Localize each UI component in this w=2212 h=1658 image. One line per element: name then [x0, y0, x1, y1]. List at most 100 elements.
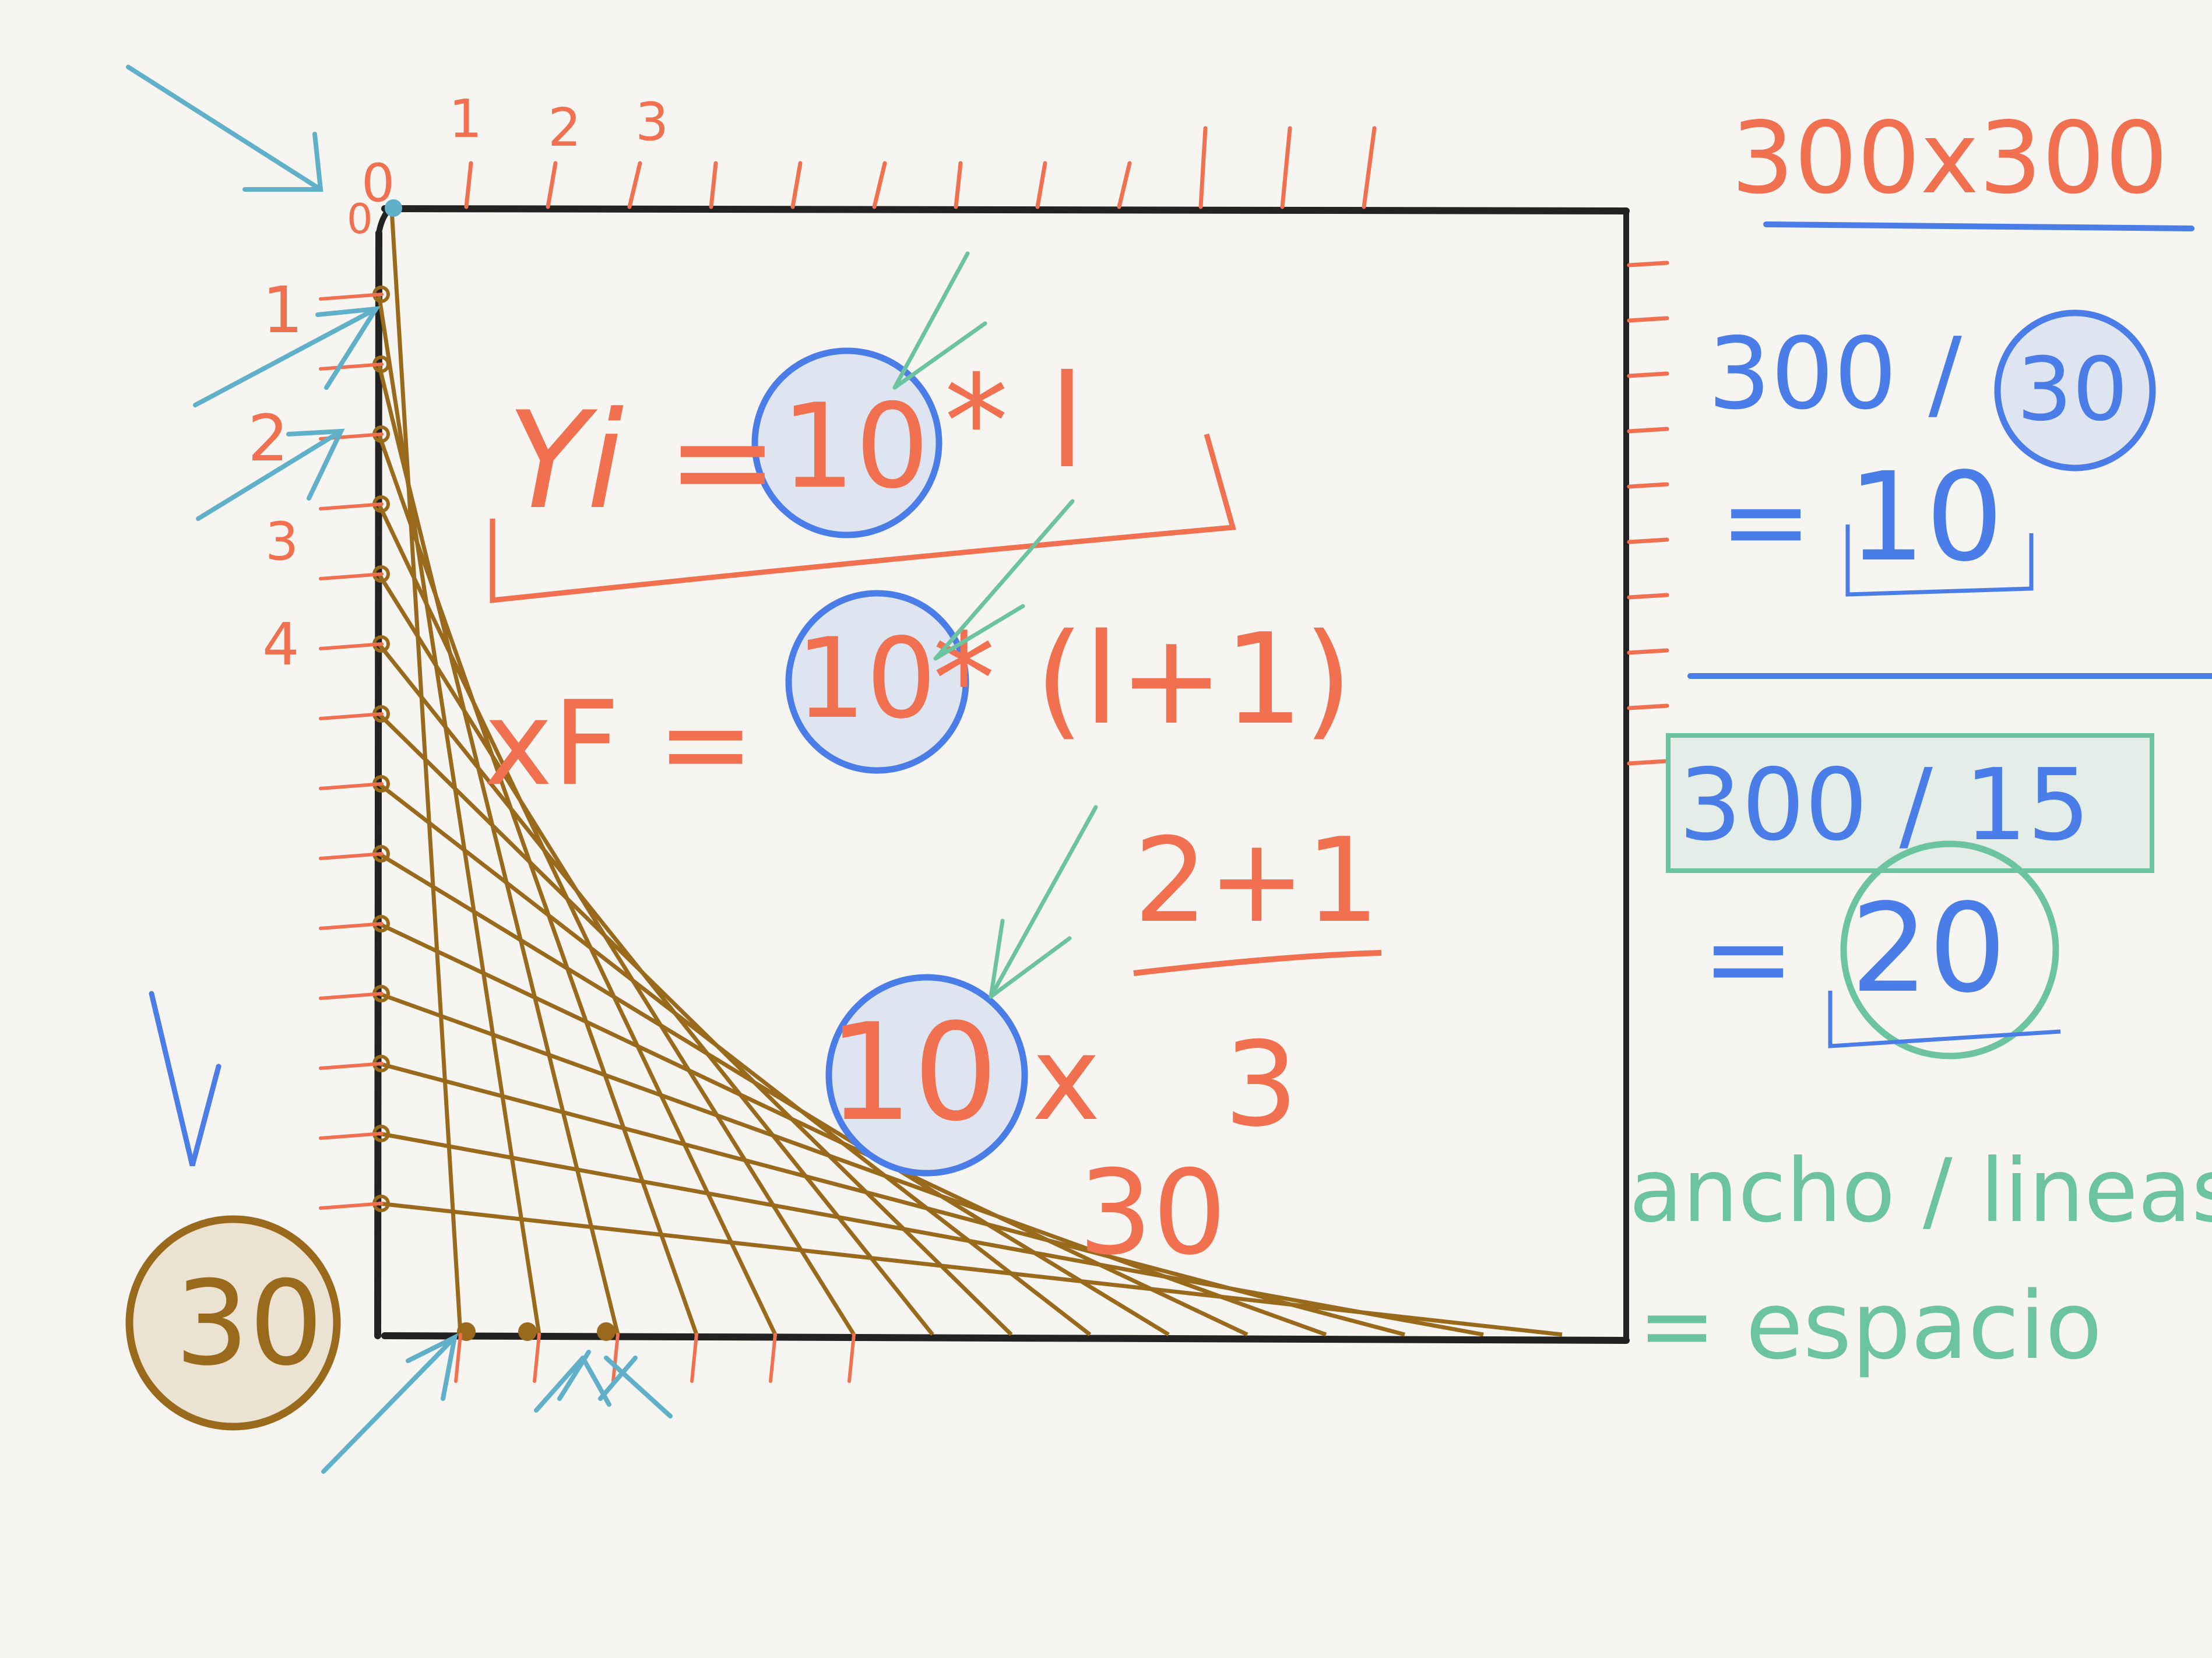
multiplication-factor: 3 [1224, 1017, 1298, 1153]
division-30-result: 10 [1848, 446, 2003, 589]
multiplication-operator: x [1032, 1011, 1100, 1147]
top-tick [627, 161, 642, 209]
formula-xf-lhs: xF = [484, 676, 755, 812]
division-15-equals: = [1702, 894, 1795, 1023]
formula-yi-rhs: * l [944, 347, 1085, 497]
fraction-top: 2+1 [1134, 813, 1380, 949]
left-axis-number-1: 1 [262, 273, 303, 347]
division-30: 300 / 30 = 10 [1687, 309, 2212, 679]
top-axis-number-3: 3 [635, 91, 669, 153]
multiplication: 10 x 3 30 [825, 805, 1298, 1281]
left-tick [319, 922, 384, 930]
division-15: 300 / 15 = 20 [1666, 733, 2154, 1059]
top-tick [1198, 126, 1208, 209]
formula-xf-circled-value: 10 [796, 614, 937, 743]
top-tick [954, 161, 963, 209]
top-tick [709, 161, 718, 209]
division-15-result: 20 [1851, 877, 2006, 1020]
top-tick [790, 161, 803, 209]
canvas-frame [374, 205, 1630, 1344]
line-count-value: 30 [175, 1256, 323, 1392]
down-arrow-icon [149, 991, 221, 1167]
string-line [378, 1131, 1484, 1337]
right-tick [1627, 703, 1669, 710]
right-axis-ticks [1627, 261, 1669, 766]
formula-yi-lhs: Yi = [507, 383, 779, 539]
left-axis-number-3: 3 [265, 511, 298, 572]
right-tick [1627, 648, 1669, 655]
multiplication-circle [825, 974, 1028, 1177]
top-axis-number-2: 2 [548, 97, 581, 159]
string-line [377, 433, 699, 1336]
left-tick [319, 293, 384, 301]
left-tick [319, 362, 384, 371]
canvas-size-underline [1763, 221, 2195, 231]
division-30-circle [1994, 309, 2156, 471]
top-tick [1362, 126, 1377, 209]
fraction-bar [1133, 950, 1382, 976]
top-tick [1280, 126, 1292, 209]
top-tick [1035, 161, 1047, 209]
bottom-tick [847, 1333, 856, 1383]
bottom-tick [690, 1333, 698, 1383]
left-axis-number-2: 2 [248, 401, 289, 476]
division-30-equals: = [1719, 457, 1812, 586]
line-count-badge: 30 [125, 991, 341, 1431]
top-tick [1117, 161, 1132, 209]
multiplication-result: 30 [1078, 1145, 1227, 1281]
top-axis-number-1: 1 [449, 89, 482, 150]
right-tick [1627, 261, 1669, 267]
string-line [377, 364, 620, 1335]
top-tick [464, 161, 473, 209]
right-tick [1627, 537, 1669, 544]
spacing-rule: ancho / lineas = espacio [1629, 1140, 2212, 1380]
bottom-axis-ticks [454, 1333, 856, 1383]
bottom-tick [533, 1333, 541, 1383]
string-line [389, 209, 463, 1335]
division-30-circled-value: 30 [2017, 339, 2128, 441]
left-tick [319, 642, 384, 650]
left-tick [319, 992, 384, 1000]
line-count-circle [125, 1215, 341, 1431]
string-anchor-bottom [597, 1322, 616, 1341]
bottom-tick [611, 1333, 620, 1383]
string-line [378, 1201, 1563, 1337]
string-line [377, 573, 856, 1336]
division-30-box [1845, 524, 2034, 597]
left-tick [319, 852, 384, 860]
left-tick [319, 1202, 384, 1210]
right-tick [1627, 593, 1669, 600]
left-tick [319, 1132, 384, 1140]
pointer-arrows [126, 65, 673, 1474]
formula-yi-arrow-icon [892, 251, 987, 390]
bottom-tick [769, 1333, 777, 1383]
right-tick [1627, 316, 1669, 323]
left-tick [319, 1062, 384, 1070]
formula-xf: xF = 10 * (l+1) [484, 499, 1352, 812]
left-tick [319, 782, 384, 790]
left-tick [319, 502, 384, 511]
formula-xf-rhs: * (l+1) [933, 606, 1352, 752]
right-tick [1627, 482, 1669, 489]
left-tick [319, 572, 384, 580]
multiplication-circled-value: 10 [828, 995, 998, 1151]
formula-yi-circle [751, 347, 943, 538]
formula-yi-underline [490, 433, 1236, 604]
formula-xf-arrow-icon [933, 499, 1075, 661]
origin-dot [385, 199, 402, 217]
multiplication-arrow-icon [989, 805, 1098, 999]
string-line [377, 503, 778, 1336]
division-30-lhs: 300 / [1708, 316, 1963, 432]
rule-line-1: ancho / lineas [1629, 1140, 2212, 1242]
canvas-size-text: 300x300 [1731, 101, 2168, 216]
left-axis-number-4: 4 [262, 610, 300, 678]
string-anchor-bottom [518, 1322, 537, 1341]
fraction: 2+1 [1133, 813, 1382, 976]
arrow-left-2-icon [196, 428, 345, 521]
arrow-bottom-2-icon [534, 1350, 611, 1413]
bottom-tick [454, 1333, 462, 1383]
formula-xf-circle [785, 590, 969, 774]
left-tick [319, 712, 384, 720]
rule-line-2: = espacio [1638, 1271, 2102, 1380]
